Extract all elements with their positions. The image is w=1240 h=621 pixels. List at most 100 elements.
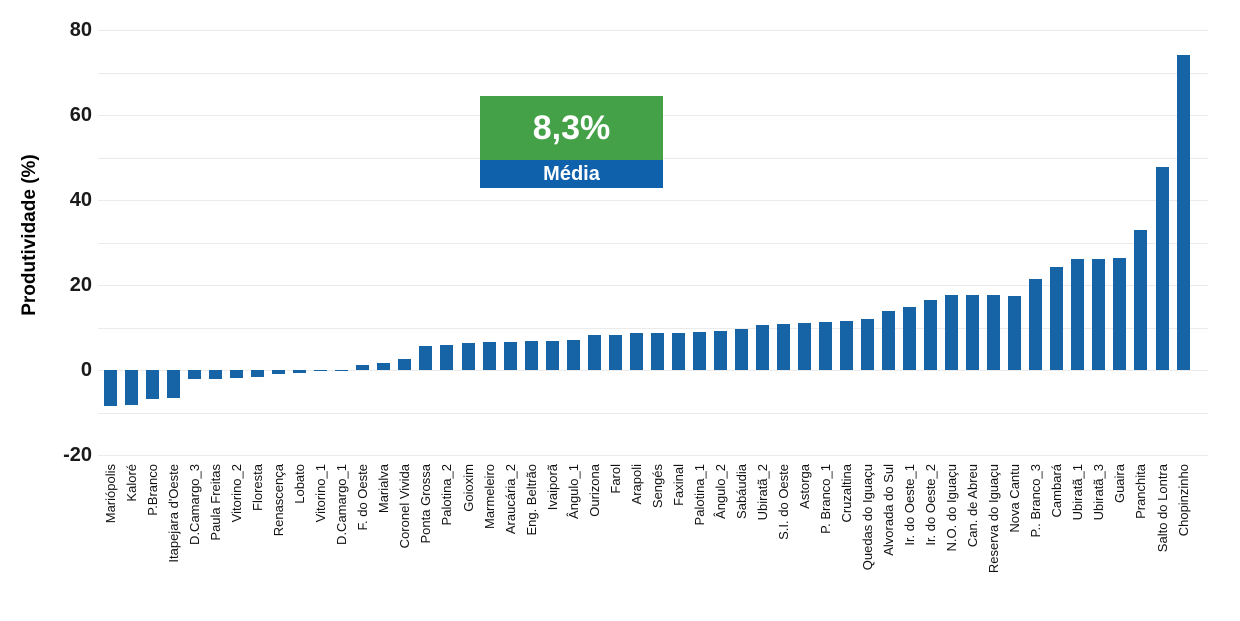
x-axis-label: Can. de Abreu [965,464,981,548]
x-axis-label: S.I. do Oeste [775,464,791,540]
bar [692,331,706,370]
x-axis-label: D.Camargo_3 [187,464,203,545]
x-axis-label: Ponta Grossa [418,464,434,544]
x-axis-label: P. Branco_1 [818,464,834,534]
bar [1176,55,1190,370]
x-axis-label: Guaira [1112,464,1128,504]
x-axis-label: Ir. do Oeste_1 [902,464,918,546]
bar [776,324,790,370]
bar [734,329,748,370]
gridline [98,327,1208,329]
bar [356,365,370,370]
bar [167,370,181,399]
bar [608,335,622,370]
gridline [98,30,1208,31]
gridline [98,370,1208,371]
bar [987,294,1001,370]
bar [1050,267,1064,370]
average-value-text: 8,3% [532,108,611,147]
x-axis-label: Quedas do Iguaçu [860,464,876,571]
x-axis-label: P.Branco [145,464,161,516]
x-axis-label: Marialva [376,464,392,514]
x-axis-label: Arapoli [628,464,644,505]
x-axis-label: Ubiratã_1 [1070,464,1086,521]
x-axis-label: Ângulo_2 [712,464,728,519]
gridline [98,285,1208,286]
x-axis-label: Kaloré [124,464,140,502]
x-axis-label: Ubiratã_3 [1091,464,1107,521]
bar [671,332,685,370]
bar [1029,279,1043,370]
bar [293,370,307,374]
average-label-badge: Média [480,160,663,188]
bar [587,335,601,370]
gridline [98,200,1208,201]
x-axis-label: Lobato [292,464,308,504]
x-axis-label: P.. Branco_3 [1028,464,1044,538]
x-axis-label: Palotina_2 [439,464,455,526]
bar [461,343,475,370]
bar [335,370,349,371]
y-tick-label: 80 [69,19,92,41]
bar [188,370,202,380]
y-axis-title-text: Produtividade (%) [19,154,40,316]
y-tick-label: 60 [69,104,92,126]
bar [1134,230,1148,370]
x-axis-label: Salto do Lontra [1154,464,1170,553]
x-axis-label: Ivaiporã [544,464,560,511]
bar [966,294,980,370]
bar [377,362,391,370]
x-axis-label: Mariópolis [103,464,118,524]
bar [419,346,433,370]
bar [272,370,286,375]
x-axis-label: Araucária_2 [502,464,518,535]
x-axis-label: Sabáudia [733,464,749,519]
x-axis-label: F. do Oeste [355,464,371,531]
y-tick-label: 40 [69,189,92,211]
bar [251,370,265,378]
x-axis-label: Ir. do Oeste_2 [923,464,939,546]
average-value-badge: 8,3% [480,96,663,160]
x-axis-label: Chopinzinho [1175,464,1191,537]
bar [713,331,727,370]
x-axis-label: Ourizona [586,464,602,517]
bar [230,370,244,378]
x-axis-label: Faxinal [670,464,686,506]
x-axis-label: Ubiratã_2 [754,464,770,521]
x-axis-label: Cruzaltina [839,464,855,523]
bar [314,370,328,372]
bar [1008,296,1022,370]
x-axis-label: Coronel Vivida [397,464,413,549]
average-label-text: Média [543,162,600,185]
bar [755,325,769,370]
bar [882,310,896,370]
bar [819,321,833,370]
x-axis-label: Vitorino_1 [313,464,329,523]
x-axis-label: Pranchita [1133,464,1149,519]
y-tick-label: 0 [80,359,92,381]
bar [440,344,454,370]
x-axis-label: Sengés [649,464,665,509]
bar [209,370,223,379]
y-tick-label: -20 [63,444,92,466]
x-axis-label: Goioxim [460,464,476,512]
x-axis-label: Reserva do Iguaçu [986,464,1002,574]
x-axis-label: Palotina_1 [691,464,707,526]
x-axis-label: Itapejara d'Oeste [166,464,182,563]
gridline [98,455,1208,456]
x-axis-label: Floresta [250,464,266,511]
bar [482,342,496,370]
bar [840,321,854,370]
x-axis-label: Renascença [271,464,287,537]
x-axis-label: Alvorada do Sul [881,464,897,556]
x-axis-label: Farol [607,464,623,494]
bar [125,370,139,406]
bar [650,333,664,370]
bar [797,323,811,370]
bar [1155,167,1169,370]
bar [1071,258,1085,370]
bar [398,359,412,370]
bar [503,342,517,370]
bar [1113,257,1127,370]
bar [903,307,917,370]
